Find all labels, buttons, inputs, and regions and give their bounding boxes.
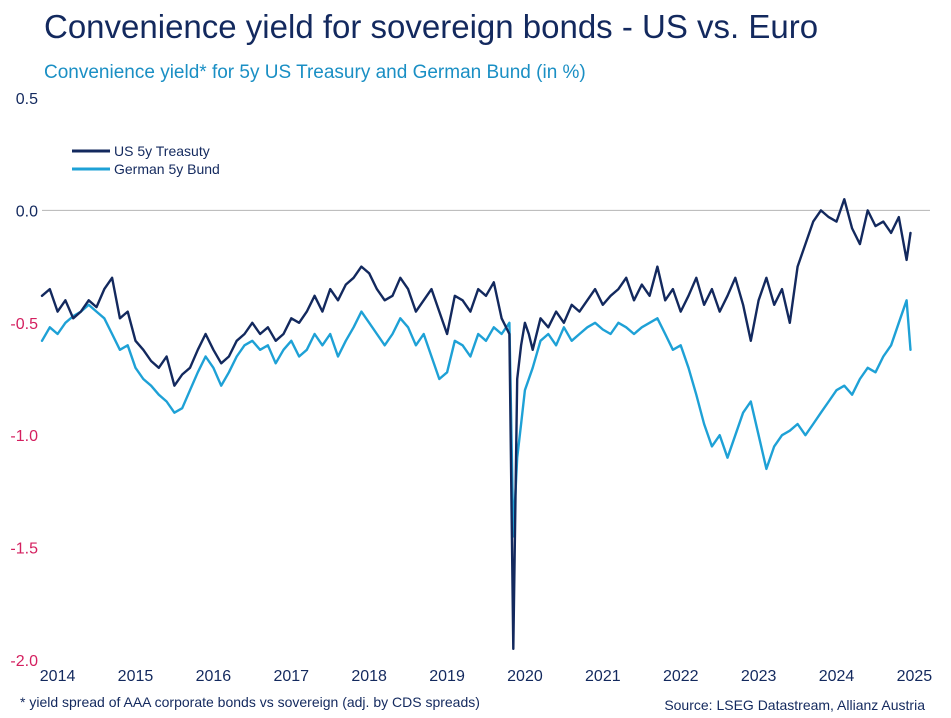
chart-source: Source: LSEG Datastream, Allianz Austria	[664, 697, 925, 713]
x-tick-label: 2022	[663, 668, 699, 685]
chart-legend: US 5y Treasuty German 5y Bund	[72, 143, 220, 177]
y-tick-label: 0.0	[16, 203, 38, 220]
x-tick-label: 2018	[351, 668, 387, 685]
x-tick-label: 2014	[40, 668, 76, 685]
y-tick-label: 0.5	[16, 91, 38, 108]
x-tick-label: 2016	[196, 668, 232, 685]
y-axis: 0.5 0.0 -0.5 -1.0 -1.5 -2.0	[10, 91, 930, 670]
chart-subtitle: Convenience yield* for 5y US Treasury an…	[44, 62, 586, 83]
x-tick-label: 2023	[741, 668, 777, 685]
legend-item-de-label: German 5y Bund	[114, 161, 220, 177]
y-tick-label: -0.5	[10, 316, 38, 333]
x-tick-label: 2017	[273, 668, 309, 685]
chart-footnote: * yield spread of AAA corporate bonds vs…	[20, 694, 480, 710]
x-tick-label: 2019	[429, 668, 465, 685]
x-tick-label: 2021	[585, 668, 621, 685]
x-tick-label: 2025	[897, 668, 933, 685]
us-treasury-line	[40, 197, 912, 650]
y-tick-label: -2.0	[10, 653, 38, 670]
x-tick-label: 2015	[118, 668, 154, 685]
y-tick-label: -1.0	[10, 428, 38, 445]
chart-series	[40, 197, 912, 650]
y-tick-label: -1.5	[10, 541, 38, 558]
chart-title: Convenience yield for sovereign bonds - …	[44, 8, 819, 45]
legend-item-us-label: US 5y Treasuty	[114, 143, 210, 159]
german-bund-line	[40, 299, 912, 538]
x-tick-label: 2020	[507, 668, 543, 685]
x-tick-label: 2024	[819, 668, 855, 685]
x-axis: 2014 2015 2016 2017 2018 2019 2020 2021 2022 2023…	[40, 668, 933, 685]
